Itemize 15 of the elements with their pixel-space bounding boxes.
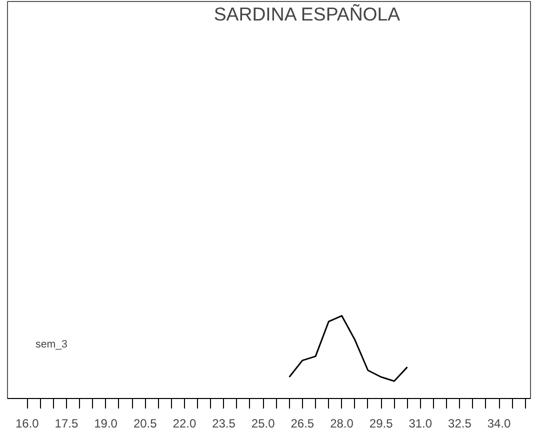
chart-title: SARDINA ESPAÑOLA xyxy=(214,4,401,24)
annotation: sem_3 xyxy=(36,338,68,350)
x-tick-label: 29.5 xyxy=(369,416,394,430)
x-tick-label: 22.0 xyxy=(172,416,196,430)
x-tick-label: 23.5 xyxy=(212,416,236,430)
x-tick-label: 34.0 xyxy=(487,416,512,430)
x-tick-label: 20.5 xyxy=(133,416,158,430)
x-tick-label: 31.0 xyxy=(408,416,432,430)
x-tick-label: 16.0 xyxy=(15,416,40,430)
x-tick-label: 32.5 xyxy=(448,416,472,430)
x-tick-label: 19.0 xyxy=(94,416,118,430)
x-tick-label: 26.5 xyxy=(290,416,314,430)
x-tick-label: 25.0 xyxy=(251,416,276,430)
x-tick-label: 17.5 xyxy=(54,416,78,430)
x-tick-label: 28.0 xyxy=(330,416,354,430)
